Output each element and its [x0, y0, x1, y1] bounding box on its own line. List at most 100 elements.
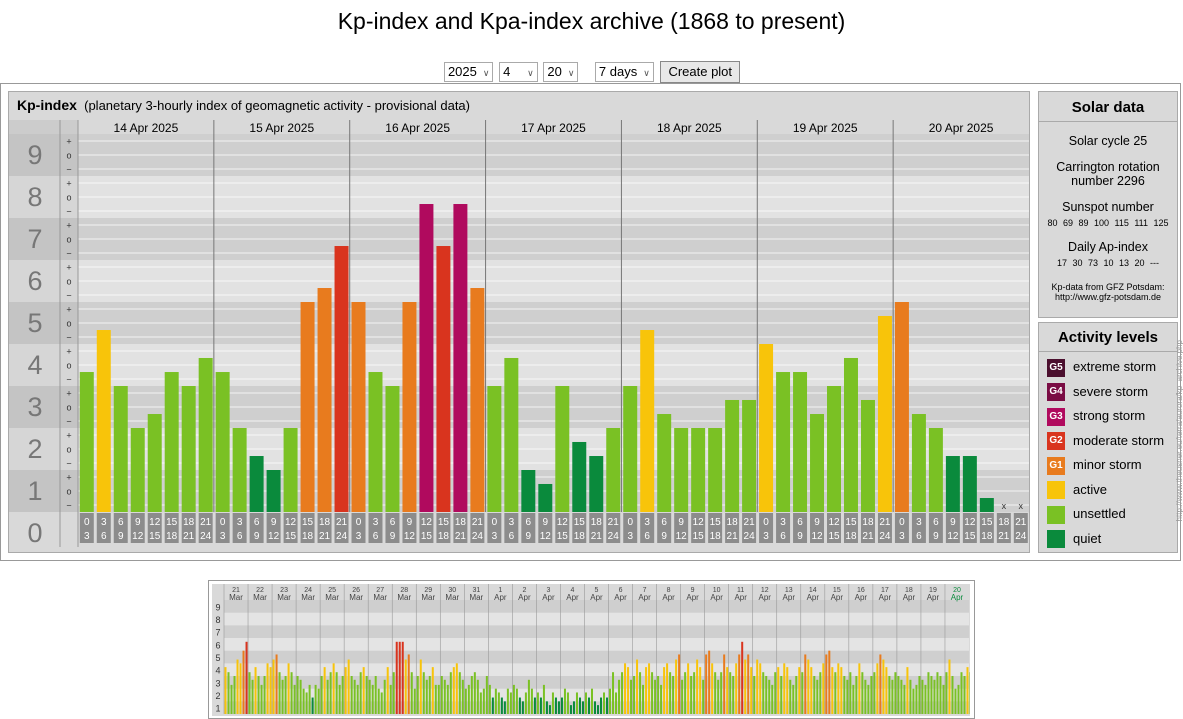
minor-tick-label: + — [66, 347, 71, 357]
sunspot-title: Sunspot number — [1062, 200, 1154, 214]
interval-cell — [283, 513, 298, 543]
minor-tick-label: + — [66, 473, 71, 483]
interval-end-label: 6 — [373, 531, 379, 542]
overview-bar — [521, 701, 524, 714]
activity-level: G4 severe storm — [1047, 382, 1148, 402]
period-select[interactable]: 7 days ∨ — [594, 62, 654, 82]
interval-cell — [589, 513, 604, 543]
overview-bar — [654, 679, 657, 714]
overview-day-label: 20 — [953, 587, 961, 594]
minor-tick-label: o — [66, 361, 71, 371]
interval-start-label: 15 — [166, 517, 178, 528]
day-select[interactable]: 20 ∨ — [543, 62, 579, 82]
interval-end-label: 6 — [916, 531, 922, 542]
overview-bar — [939, 676, 942, 714]
interval-cell — [385, 513, 400, 543]
overview-bar — [437, 684, 440, 714]
kp-bar — [368, 372, 383, 512]
interval-end-label: 3 — [627, 531, 633, 542]
year-select[interactable]: 2025 ∨ — [443, 62, 494, 82]
overview-month-label: Apr — [686, 593, 699, 602]
overview-bar — [365, 676, 368, 714]
overview-bar — [386, 667, 389, 714]
overview-month-label: Mar — [349, 593, 363, 602]
overview-bar — [569, 705, 572, 714]
overview-bar — [867, 684, 870, 714]
overview-bar — [305, 692, 308, 714]
overview-bar — [618, 679, 621, 714]
overview-bar — [344, 667, 347, 714]
interval-cell — [979, 513, 994, 543]
interval-cell — [759, 513, 774, 543]
kp-bar — [215, 372, 230, 512]
interval-end-label: 18 — [438, 531, 450, 542]
interval-end-label: 15 — [285, 531, 297, 542]
interval-start-label: 9 — [135, 517, 141, 528]
overview-day-label: 4 — [571, 587, 575, 594]
overview-bar — [413, 688, 416, 714]
activity-swatch: G1 — [1047, 456, 1065, 475]
overview-bar — [443, 679, 446, 714]
overview-bar — [389, 684, 392, 714]
overview-bar — [380, 692, 383, 714]
overview-bar — [542, 684, 545, 714]
overview-bar — [401, 641, 404, 714]
kp-bar — [334, 246, 349, 512]
interval-cell — [860, 513, 875, 543]
interval-cell — [793, 513, 808, 543]
kp-bar — [385, 386, 400, 512]
interval-start-label: 18 — [319, 517, 331, 528]
overview-bar — [323, 667, 326, 714]
kp-bar — [945, 456, 960, 512]
overview-bar — [260, 684, 263, 714]
overview-month-label: Apr — [566, 593, 579, 602]
interval-cell — [453, 513, 468, 543]
overview-bar — [708, 650, 711, 714]
interval-start-label: 12 — [964, 517, 976, 528]
overview-bar — [587, 697, 590, 714]
overview-bar — [714, 672, 717, 714]
create-plot-button[interactable]: Create plot — [660, 61, 741, 83]
interval-start-label: 6 — [390, 517, 396, 528]
interval-end-label: 12 — [268, 531, 280, 542]
y-tick-label: 0 — [27, 518, 42, 548]
interval-start-label: 3 — [101, 517, 107, 528]
interval-end-label: 3 — [492, 531, 498, 542]
interval-start-label: 21 — [744, 517, 756, 528]
interval-start-label: 9 — [407, 517, 413, 528]
interval-cell — [572, 513, 587, 543]
overview-month-label: Mar — [373, 593, 387, 602]
minor-tick-label: + — [66, 431, 71, 441]
interval-start-label: 12 — [828, 517, 840, 528]
interval-end-label: 3 — [763, 531, 769, 542]
overview-bar — [735, 663, 738, 714]
overview-bar — [843, 676, 846, 714]
overview-month-label: Apr — [638, 593, 651, 602]
overview-bar — [927, 672, 930, 714]
minor-tick-label: − — [66, 207, 71, 217]
overview-bar — [356, 684, 359, 714]
kp-bar — [317, 288, 332, 512]
interval-start-label: 15 — [438, 517, 450, 528]
chevron-down-icon: ∨ — [567, 68, 575, 78]
month-select[interactable]: 4 ∨ — [499, 62, 538, 82]
overview-bar — [909, 679, 912, 714]
overview-bar — [894, 672, 897, 714]
page-credit: http://www.theusner.eu/terra/aurora/kp_a… — [1175, 340, 1183, 522]
overview-bar — [813, 676, 816, 714]
kp-bar — [793, 372, 808, 512]
overview-day-label: 30 — [448, 587, 456, 594]
overview-bar — [750, 667, 753, 714]
interval-end-label: 12 — [947, 531, 959, 542]
overview-bar — [726, 667, 729, 714]
interval-start-label: 0 — [627, 517, 633, 528]
interval-end-label: 21 — [727, 531, 739, 542]
overview-bar — [651, 672, 654, 714]
overview-bar — [759, 663, 762, 714]
overview-day-label: 8 — [667, 587, 671, 594]
interval-cell — [147, 513, 162, 543]
kp-bar — [232, 428, 247, 512]
overview-bar — [494, 688, 497, 714]
overview-bar — [630, 679, 633, 714]
overview-band — [224, 676, 969, 689]
